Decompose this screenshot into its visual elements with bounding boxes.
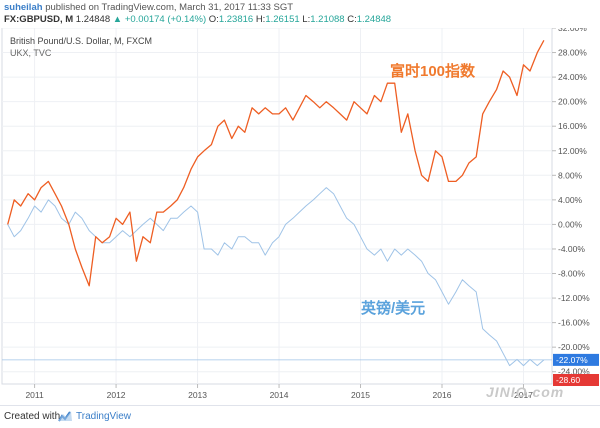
high-label: H:	[255, 14, 266, 25]
x-tick-label: 2017	[514, 390, 533, 400]
legend-main-series: British Pound/U.S. Dollar, M, FXCM	[10, 36, 153, 46]
legend-compare-series: UKX, TVC	[10, 48, 52, 58]
y-tick-label: -8.00%	[558, 269, 585, 279]
last-value-badge	[553, 353, 599, 366]
last-value-badge	[553, 374, 599, 386]
x-tick-label: 2011	[25, 390, 44, 400]
tradingview-brand[interactable]: TradingView	[76, 411, 132, 422]
close-label: C:	[347, 14, 357, 25]
last-value-badge-text: -28.60	[556, 375, 580, 385]
created-with-text: Created with	[4, 411, 61, 422]
ohlc-bar: FX:GBPUSD, M 1.24848 ▲ +0.00174 (+0.14%)…	[4, 14, 391, 25]
price-value: 1.24848	[75, 14, 111, 25]
x-tick-label: 2014	[270, 390, 289, 400]
publisher-name[interactable]: suheilah	[4, 2, 43, 13]
y-tick-label: -16.00%	[558, 318, 590, 328]
change-up-icon: ▲	[112, 14, 123, 25]
symbol-label: FX:GBPUSD, M	[4, 14, 74, 25]
annotation-ftse: 富时100指数	[390, 62, 476, 80]
x-tick-label: 2013	[188, 390, 207, 400]
low-value: 1.21088	[310, 14, 345, 25]
low-label: L:	[302, 14, 311, 25]
x-tick-label: 2016	[433, 390, 452, 400]
high-value: 1.26151	[265, 14, 300, 25]
line-chart[interactable]: 32.00% 28.00% 24.00% 20.00% 16.00% 12.00% 8.00…	[0, 23, 600, 406]
watermark: JINIO.com	[486, 384, 565, 400]
tradingview-logo-icon	[58, 411, 72, 422]
y-tick-label: 20.00%	[558, 97, 587, 107]
y-tick-label: 24.00%	[558, 72, 587, 82]
series-gbpusd-line	[7, 187, 545, 367]
y-tick-label: -20.00%	[558, 342, 590, 352]
last-value-badge-text: -22.07%	[556, 355, 588, 365]
y-tick-label: 16.00%	[558, 121, 587, 131]
y-tick-label: -24.00%	[558, 367, 590, 377]
plot-frame	[1, 27, 553, 385]
chart-area[interactable]: 32.00% 28.00% 24.00% 20.00% 16.00% 12.00% 8.00…	[0, 23, 600, 406]
y-tick-label: 4.00%	[558, 195, 583, 205]
y-tick-label: -12.00%	[558, 293, 590, 303]
y-tick-label: -4.00%	[558, 244, 585, 254]
footer: Created with TradingView	[0, 405, 600, 428]
series-ftse-line	[7, 39, 545, 287]
y-tick-label: 8.00%	[558, 170, 583, 180]
annotation-gbpusd: 英镑/美元	[361, 299, 425, 317]
open-label: O:	[208, 14, 219, 25]
x-tick-label: 2012	[107, 390, 126, 400]
published-text: published on TradingView.com, March 31, …	[45, 2, 294, 13]
y-tick-label: 28.00%	[558, 48, 587, 58]
y-tick-label: 32.00%	[558, 28, 587, 33]
open-value: 1.23816	[218, 14, 254, 25]
change-value: +0.00174 (+0.14%)	[124, 14, 207, 25]
close-value: 1.24848	[356, 14, 392, 25]
publish-info: suheilah published on TradingView.com, M…	[4, 2, 293, 13]
y-tick-label: 0.00%	[558, 219, 583, 229]
y-tick-label: 12.00%	[558, 146, 587, 156]
x-tick-label: 2015	[351, 390, 370, 400]
